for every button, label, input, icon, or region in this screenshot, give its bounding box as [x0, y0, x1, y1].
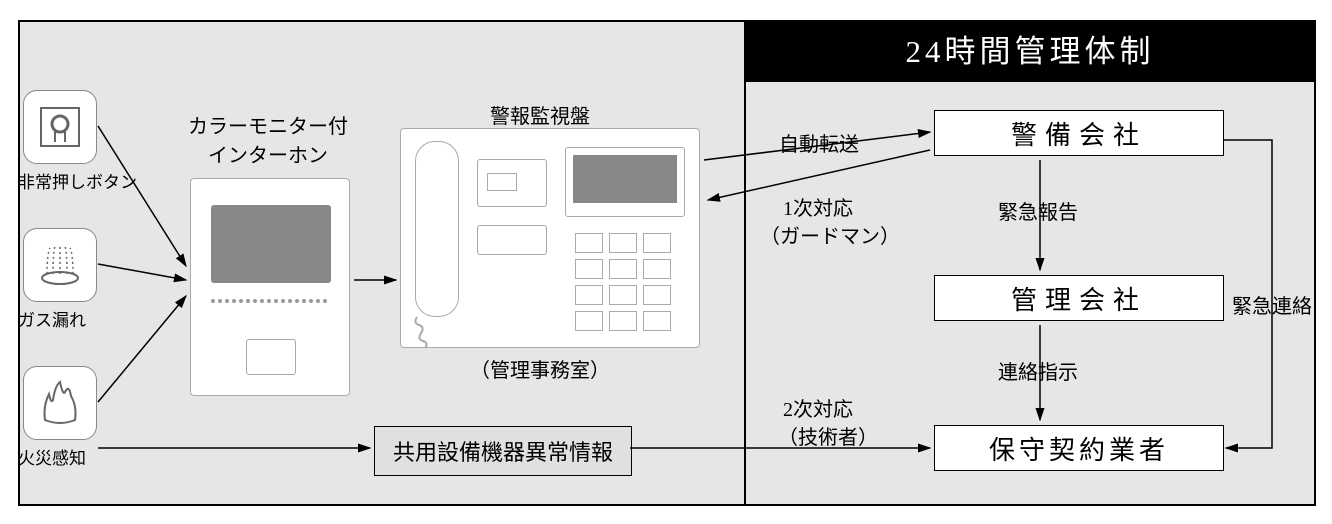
keiho-label: 警報監視盤	[440, 100, 640, 129]
gas-label: ガス漏れ	[18, 306, 86, 331]
push-button-label: 非常押しボタン	[18, 168, 137, 193]
label-resp2-a: 2次対応	[783, 393, 853, 422]
label-auto-forward: 自動転送	[779, 128, 859, 157]
fire-label: 火災感知	[18, 444, 86, 469]
right-header: 24時間管理体制	[746, 22, 1314, 82]
intercom-label-line2: インターホン	[208, 145, 328, 167]
label-emergency-rep: 緊急報告	[998, 196, 1078, 225]
label-resp2-b: （技術者）	[778, 421, 878, 450]
intercom-label: カラーモニター付 インターホン	[168, 110, 368, 168]
keiho-sub: （管理事務室）	[440, 354, 640, 383]
intercom-label-line1: カラーモニター付	[188, 116, 348, 138]
intercom-device	[190, 178, 350, 396]
keiho-device	[400, 128, 700, 348]
equipment-info-box: 共用設備機器異常情報	[374, 426, 632, 476]
label-resp1-b: （ガードマン）	[760, 220, 900, 249]
node-security: 警備会社	[934, 110, 1224, 156]
label-contact-inst: 連絡指示	[998, 356, 1078, 385]
fire-icon	[23, 366, 97, 440]
node-management: 管理会社	[934, 275, 1224, 321]
node-contractor: 保守契約業者	[934, 425, 1224, 471]
gas-icon	[23, 228, 97, 302]
label-emergency-call: 緊急連絡	[1232, 290, 1312, 319]
label-resp1-a: 1次対応	[783, 192, 853, 221]
push-button-icon	[23, 90, 97, 164]
